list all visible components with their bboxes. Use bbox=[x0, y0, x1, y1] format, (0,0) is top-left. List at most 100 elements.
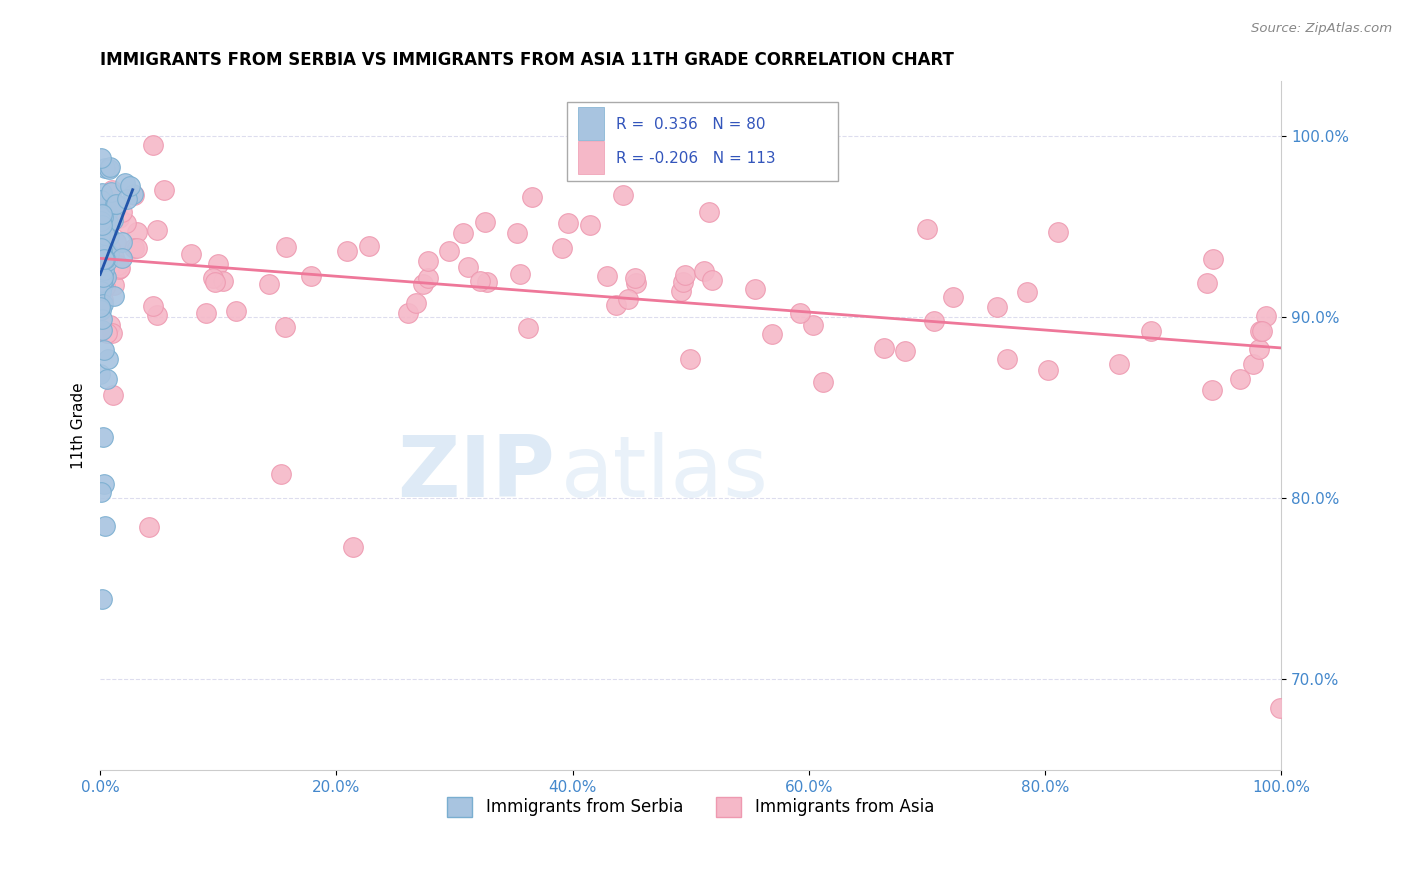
Point bbox=[475, 275, 498, 289]
Point bbox=[91, 244, 114, 258]
Point bbox=[90, 254, 112, 268]
Point bbox=[91, 207, 114, 221]
Point bbox=[93, 477, 115, 491]
Point bbox=[90, 219, 112, 233]
Point bbox=[97, 215, 120, 229]
Point bbox=[91, 591, 114, 606]
Point bbox=[274, 240, 297, 254]
Point bbox=[273, 319, 295, 334]
Point bbox=[111, 235, 134, 249]
Point bbox=[97, 252, 120, 266]
Point bbox=[93, 214, 115, 228]
Point bbox=[1268, 700, 1291, 714]
Point bbox=[91, 252, 114, 266]
Point bbox=[96, 207, 118, 221]
Point bbox=[98, 160, 121, 174]
Point bbox=[91, 234, 114, 248]
Point bbox=[671, 284, 693, 298]
Point bbox=[702, 273, 724, 287]
Point bbox=[90, 245, 112, 260]
Point bbox=[108, 260, 131, 275]
Point bbox=[90, 201, 112, 215]
Point bbox=[108, 211, 131, 225]
Point bbox=[142, 137, 165, 152]
Point bbox=[506, 227, 529, 241]
Point bbox=[93, 211, 115, 225]
Point bbox=[104, 235, 127, 249]
Point bbox=[789, 305, 811, 319]
Point bbox=[115, 216, 138, 230]
Point bbox=[451, 226, 474, 240]
Point bbox=[91, 248, 114, 262]
Point bbox=[357, 239, 380, 253]
Point bbox=[195, 306, 218, 320]
Point bbox=[1249, 325, 1271, 339]
Point bbox=[673, 268, 696, 282]
Point bbox=[94, 252, 117, 267]
Point bbox=[90, 222, 112, 236]
Point bbox=[396, 306, 419, 320]
Point bbox=[986, 300, 1008, 314]
Text: R =  0.336   N = 80: R = 0.336 N = 80 bbox=[616, 117, 766, 131]
Point bbox=[624, 271, 647, 285]
Point bbox=[202, 270, 225, 285]
Point bbox=[1015, 285, 1038, 300]
Point bbox=[91, 212, 114, 227]
Point bbox=[90, 240, 112, 254]
Point bbox=[103, 202, 125, 217]
Point bbox=[692, 264, 714, 278]
Point bbox=[299, 268, 322, 283]
Text: Source: ZipAtlas.com: Source: ZipAtlas.com bbox=[1251, 22, 1392, 36]
Point bbox=[96, 372, 118, 386]
Point bbox=[94, 519, 117, 533]
Point bbox=[98, 263, 121, 277]
Point bbox=[468, 274, 491, 288]
Point bbox=[89, 300, 111, 314]
Point bbox=[115, 192, 138, 206]
Point bbox=[101, 182, 124, 196]
Point bbox=[342, 540, 364, 554]
Point bbox=[90, 228, 112, 243]
Point bbox=[612, 187, 634, 202]
Point bbox=[142, 299, 165, 313]
Point bbox=[94, 227, 117, 242]
Point bbox=[103, 213, 125, 227]
Point bbox=[91, 219, 114, 233]
Point bbox=[1038, 363, 1060, 377]
Point bbox=[90, 213, 112, 227]
Point bbox=[90, 241, 112, 255]
Point bbox=[924, 314, 946, 328]
Point bbox=[98, 318, 121, 332]
Point bbox=[96, 254, 118, 268]
Point bbox=[439, 244, 461, 259]
Point bbox=[89, 228, 111, 243]
Point bbox=[97, 351, 120, 366]
Point bbox=[89, 227, 111, 242]
FancyBboxPatch shape bbox=[567, 102, 838, 181]
Point bbox=[96, 202, 118, 217]
Point bbox=[557, 216, 579, 230]
Point bbox=[121, 187, 143, 202]
Point bbox=[98, 161, 121, 176]
Point bbox=[212, 274, 235, 288]
Point bbox=[699, 204, 721, 219]
Point bbox=[207, 257, 229, 271]
Point bbox=[91, 249, 114, 263]
Point bbox=[90, 186, 112, 200]
Point bbox=[91, 277, 114, 292]
FancyBboxPatch shape bbox=[578, 107, 605, 140]
Point bbox=[90, 284, 112, 298]
Point bbox=[605, 298, 627, 312]
Point bbox=[94, 270, 117, 285]
Point bbox=[1229, 372, 1251, 386]
Point bbox=[90, 323, 112, 337]
Point bbox=[596, 269, 619, 284]
Point bbox=[412, 277, 434, 291]
Point bbox=[90, 151, 112, 165]
Point bbox=[90, 211, 112, 226]
Point bbox=[90, 258, 112, 272]
Point bbox=[1139, 324, 1161, 338]
Point bbox=[97, 229, 120, 244]
Point bbox=[122, 241, 145, 255]
Point bbox=[100, 241, 122, 255]
